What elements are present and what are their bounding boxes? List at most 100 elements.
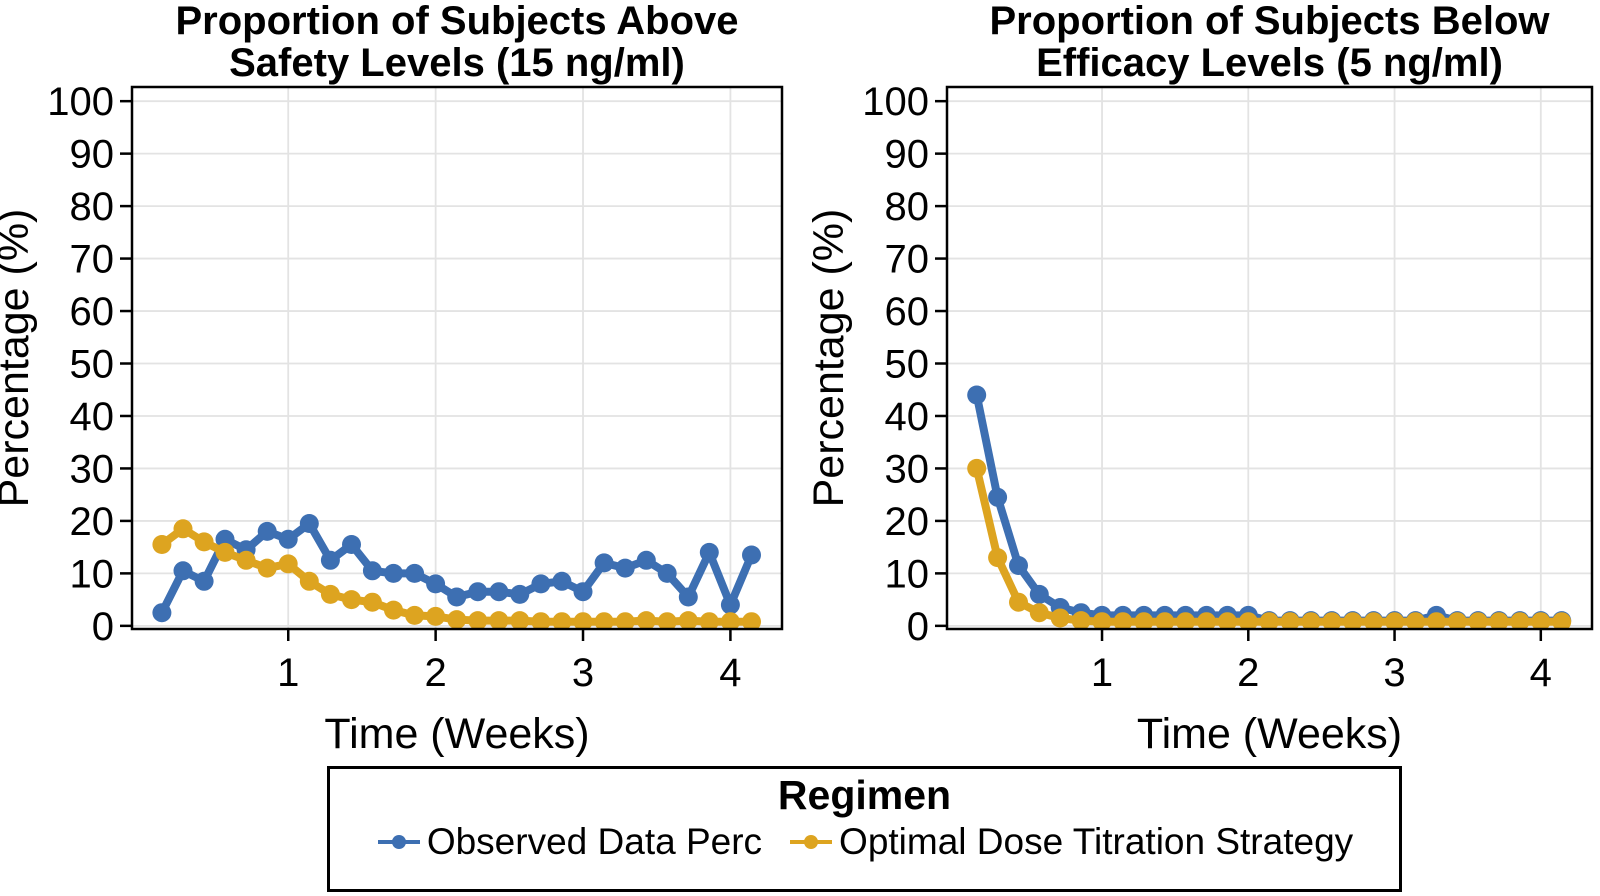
data-point [1238,612,1258,629]
data-point [257,521,277,541]
data-point [1364,612,1384,629]
data-point [1176,612,1195,629]
data-point [1134,612,1154,629]
series-points-optimal-dose-titration-strategy [967,458,1572,629]
data-point [1447,612,1467,629]
y-tick-label: 70 [885,238,930,282]
data-point [720,595,740,615]
legend-box: Regimen Observed Data Perc Optimal Dose … [327,766,1402,892]
data-point [278,529,298,549]
y-tick-label: 70 [70,238,115,282]
plot-background [947,87,1592,629]
data-point [257,558,277,578]
data-point [1071,611,1091,629]
data-point [1301,612,1321,629]
data-point [278,554,298,574]
legend-items: Observed Data Perc Optimal Dose Titratio… [376,821,1353,863]
legend-key-dot [391,835,406,850]
data-point [320,550,340,570]
data-point [215,529,235,549]
x-tick-label: 4 [1530,651,1552,695]
data-point [405,605,425,625]
series-points-optimal-dose-titration-strategy [152,519,761,629]
y-tick-label: 20 [70,500,115,544]
x-tick-label: 3 [1383,651,1405,695]
data-point [531,574,551,594]
panel-title-line2: Efficacy Levels (5 ng/ml) [1036,41,1503,85]
data-point [1510,612,1530,629]
y-axis-label: Percentage (%) [0,209,38,508]
data-point [236,550,256,570]
x-axis-label: Time (Weeks) [1137,710,1402,758]
data-point [615,612,635,629]
data-point [1426,612,1446,629]
data-point [573,582,593,602]
data-point [1531,612,1551,629]
y-tick-label: 0 [92,605,114,649]
data-point [215,542,235,562]
data-point [615,558,635,578]
panel-title-line2: Safety Levels (15 ng/ml) [229,41,685,85]
data-point [552,612,572,629]
y-tick-label: 40 [885,395,930,439]
y-tick-label: 30 [885,447,930,491]
data-point [1029,603,1049,623]
data-point [1489,612,1509,629]
data-point [636,611,656,629]
data-point [1092,612,1112,629]
data-point [720,612,740,629]
data-point [194,532,214,552]
y-tick-label: 100 [47,80,114,124]
data-point [468,582,488,602]
x-tick-label: 2 [425,651,447,695]
data-point [384,600,403,620]
axis-ticks [120,99,732,641]
legend-key-observed [377,835,420,850]
x-tick-label: 1 [1091,651,1113,695]
series-optimal-dose-titration-strategy [152,519,761,629]
data-point [594,612,614,629]
data-point [489,582,509,602]
data-point [1468,612,1488,629]
data-point [405,563,425,583]
data-point [967,385,987,405]
data-point [1552,612,1572,629]
data-point [1113,612,1133,629]
data-point [552,571,572,591]
y-tick-label: 50 [885,343,930,387]
series-points-observed-data-perc [152,514,761,623]
data-point [1343,612,1363,629]
legend-key-dot [804,835,819,850]
x-tick-label: 2 [1237,651,1259,695]
data-point [1259,612,1279,629]
data-point [1029,584,1049,604]
x-axis-label: Time (Weeks) [324,710,589,758]
y-tick-label: 90 [885,133,930,177]
data-point [1406,612,1425,629]
y-tick-label: 30 [70,447,115,491]
x-tick-label: 3 [572,651,594,695]
axis-ticks [935,99,1543,641]
legend-item-label: Observed Data Perc [426,821,763,863]
y-tick-label: 60 [885,290,930,334]
data-point [1155,612,1175,629]
legend-item-optimal-dose-titration-strategy: Optimal Dose Titration Strategy [788,821,1353,863]
data-point [1217,612,1237,629]
y-tick-label: 100 [862,80,929,124]
data-point [468,611,488,629]
data-point [699,612,719,629]
panel-title-line1: Proportion of Subjects Above [176,0,739,43]
series-observed-data-perc [152,514,761,623]
y-tick-label: 40 [70,395,115,439]
data-point [1197,612,1216,629]
legend-title: Regimen [777,772,952,818]
x-tick-label: 4 [719,651,741,695]
data-point [594,553,614,573]
data-point [657,563,677,583]
y-tick-label: 10 [885,552,930,596]
data-point [1280,612,1300,629]
data-point [426,606,446,626]
data-point [447,610,467,629]
